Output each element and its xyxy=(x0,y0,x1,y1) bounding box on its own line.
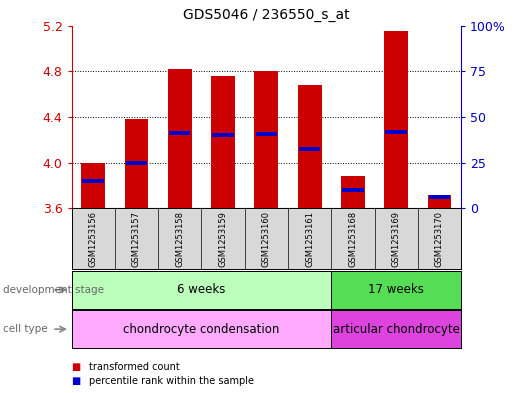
Bar xyxy=(341,176,365,208)
Bar xyxy=(81,163,105,208)
Bar xyxy=(169,131,190,135)
Bar xyxy=(385,130,407,134)
Bar xyxy=(72,271,331,309)
Bar xyxy=(331,310,461,348)
Text: cell type: cell type xyxy=(3,324,47,334)
Bar xyxy=(125,119,148,208)
Bar xyxy=(72,310,331,348)
Text: GSM1253159: GSM1253159 xyxy=(218,211,227,267)
Text: 17 weeks: 17 weeks xyxy=(368,283,424,296)
Bar xyxy=(255,132,277,136)
Text: ■: ■ xyxy=(72,362,81,373)
Bar xyxy=(83,179,104,183)
Bar xyxy=(213,133,234,137)
Bar xyxy=(331,271,461,309)
Bar xyxy=(168,69,192,208)
Bar xyxy=(299,147,320,151)
Bar xyxy=(384,31,408,208)
Text: GSM1253160: GSM1253160 xyxy=(262,211,271,267)
Bar xyxy=(429,195,450,199)
Bar xyxy=(428,195,452,208)
Bar xyxy=(126,161,147,165)
Text: GSM1253168: GSM1253168 xyxy=(348,211,357,267)
Bar xyxy=(254,71,278,208)
Bar xyxy=(342,188,364,192)
Bar xyxy=(298,85,322,208)
Text: GSM1253158: GSM1253158 xyxy=(175,211,184,267)
Text: ■: ■ xyxy=(72,376,81,386)
Text: GSM1253156: GSM1253156 xyxy=(89,211,98,267)
Bar xyxy=(211,76,235,208)
Text: GSM1253157: GSM1253157 xyxy=(132,211,141,267)
Text: 6 weeks: 6 weeks xyxy=(177,283,226,296)
Text: transformed count: transformed count xyxy=(89,362,179,373)
Title: GDS5046 / 236550_s_at: GDS5046 / 236550_s_at xyxy=(183,8,350,22)
Text: chondrocyte condensation: chondrocyte condensation xyxy=(123,323,280,336)
Text: GSM1253161: GSM1253161 xyxy=(305,211,314,267)
Text: GSM1253169: GSM1253169 xyxy=(392,211,401,267)
Text: articular chondrocyte: articular chondrocyte xyxy=(333,323,460,336)
Text: GSM1253170: GSM1253170 xyxy=(435,211,444,267)
Text: development stage: development stage xyxy=(3,285,104,295)
Text: percentile rank within the sample: percentile rank within the sample xyxy=(89,376,253,386)
